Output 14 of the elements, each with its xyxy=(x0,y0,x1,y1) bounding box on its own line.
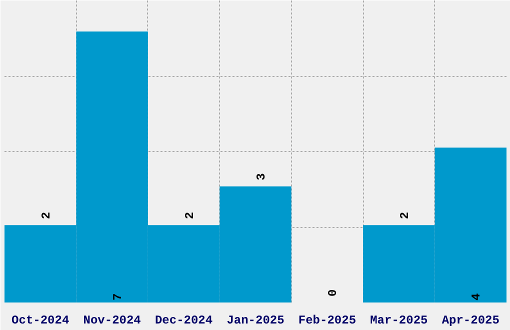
data-label: 0 xyxy=(326,289,340,296)
data-label: 4 xyxy=(470,293,484,300)
x-tick-label: Dec-2024 xyxy=(154,314,213,328)
x-tick-label: Oct-2024 xyxy=(12,314,70,328)
x-tick-label: Apr-2025 xyxy=(442,314,500,328)
data-label: 2 xyxy=(39,212,54,220)
x-tick-label: Feb-2025 xyxy=(298,314,356,328)
data-label: 2 xyxy=(398,212,412,220)
data-label: 3 xyxy=(254,173,268,180)
data-label: 7 xyxy=(111,293,126,300)
data-label: 2 xyxy=(182,212,197,220)
x-tick-label: Nov-2024 xyxy=(83,314,141,328)
x-tick-label: Jan-2025 xyxy=(226,314,284,328)
x-tick-label: Mar-2025 xyxy=(370,314,428,328)
